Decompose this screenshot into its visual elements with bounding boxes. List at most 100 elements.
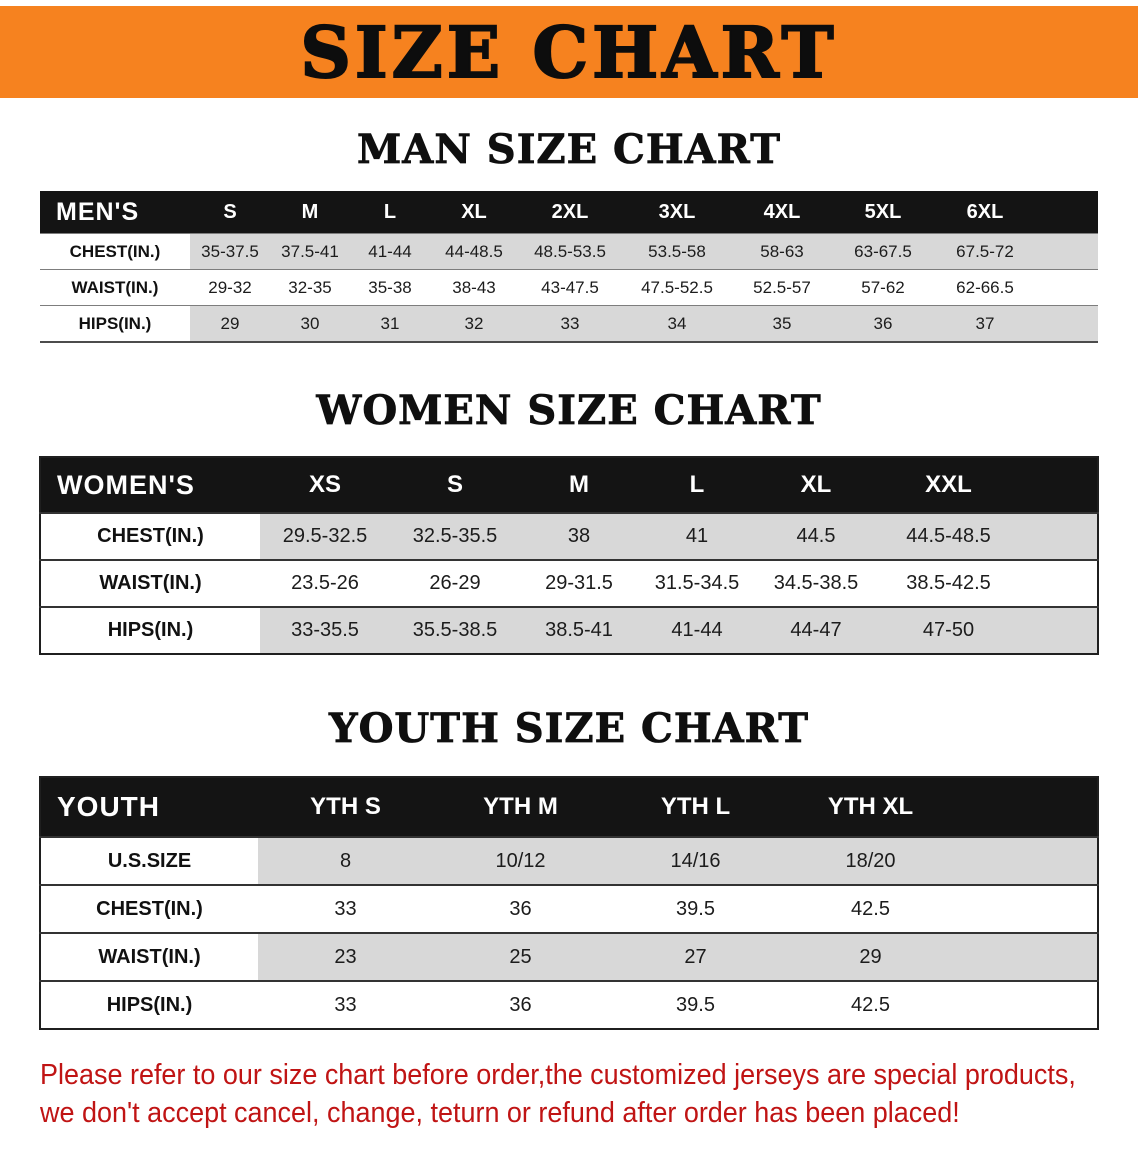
size-value: 23 <box>258 932 433 981</box>
size-value: 34.5-38.5 <box>756 559 876 607</box>
youth-table-title: YOUTH <box>40 777 258 837</box>
size-value: 63-67.5 <box>832 233 934 270</box>
size-value: 52.5-57 <box>732 269 832 306</box>
size-value: 35-37.5 <box>190 233 270 270</box>
size-value: 32.5-35.5 <box>390 512 520 560</box>
youth-chest-row: CHEST(IN.) 33 36 39.5 42.5 <box>40 884 1098 933</box>
size-value: 29-31.5 <box>520 559 638 607</box>
size-value: 37.5-41 <box>270 233 350 270</box>
size-column-header: 6XL <box>934 191 1036 234</box>
filler-cell <box>958 932 1098 981</box>
size-value: 35 <box>732 305 832 342</box>
banner: SIZE CHART <box>0 6 1138 98</box>
size-column-header: S <box>190 191 270 234</box>
size-column-header: 5XL <box>832 191 934 234</box>
size-value: 10/12 <box>433 836 608 885</box>
size-value: 43-47.5 <box>518 269 622 306</box>
men-size-table: MEN'S S M L XL 2XL 3XL 4XL 5XL 6XL CHEST… <box>40 191 1098 343</box>
size-value: 26-29 <box>390 559 520 607</box>
size-column-header: 3XL <box>622 191 732 234</box>
page-title: SIZE CHART <box>299 10 838 95</box>
size-value: 23.5-26 <box>260 559 390 607</box>
women-hips-row: HIPS(IN.) 33-35.5 35.5-38.5 38.5-41 41-4… <box>40 606 1098 654</box>
size-value: 41-44 <box>638 606 756 654</box>
size-value: 62-66.5 <box>934 269 1036 306</box>
men-waist-row: WAIST(IN.) 29-32 32-35 35-38 38-43 43-47… <box>40 269 1098 306</box>
disclaimer-line-1: Please refer to our size chart before or… <box>40 1059 1076 1091</box>
size-value: 38.5-42.5 <box>876 559 1021 607</box>
youth-heading: YOUTH SIZE CHART <box>329 705 809 753</box>
size-column-header: 4XL <box>732 191 832 234</box>
size-value: 67.5-72 <box>934 233 1036 270</box>
filler-cell <box>1021 559 1098 607</box>
women-chest-row: CHEST(IN.) 29.5-32.5 32.5-35.5 38 41 44.… <box>40 512 1098 560</box>
row-label: HIPS(IN.) <box>40 980 258 1029</box>
row-label: CHEST(IN.) <box>40 512 260 560</box>
size-value: 44.5-48.5 <box>876 512 1021 560</box>
youth-waist-row: WAIST(IN.) 23 25 27 29 <box>40 932 1098 981</box>
size-column-header: M <box>520 457 638 513</box>
filler-cell <box>1036 269 1098 306</box>
row-label: WAIST(IN.) <box>40 269 190 306</box>
size-value: 29 <box>190 305 270 342</box>
size-value: 18/20 <box>783 836 958 885</box>
size-value: 33 <box>518 305 622 342</box>
size-value: 30 <box>270 305 350 342</box>
youth-header-row: YOUTH YTH S YTH M YTH L YTH XL <box>40 777 1098 837</box>
size-column-header: XXL <box>876 457 1021 513</box>
header-filler <box>958 777 1098 837</box>
size-value: 47.5-52.5 <box>622 269 732 306</box>
women-header-row: WOMEN'S XS S M L XL XXL <box>40 457 1098 513</box>
men-chest-row: CHEST(IN.) 35-37.5 37.5-41 41-44 44-48.5… <box>40 233 1098 270</box>
women-heading: WOMEN SIZE CHART <box>316 387 822 435</box>
women-size-table: WOMEN'S XS S M L XL XXL CHEST(IN.) 29.5-… <box>39 456 1099 655</box>
disclaimer-line-2: we don't accept cancel, change, teturn o… <box>40 1097 960 1130</box>
size-column-header: XL <box>756 457 876 513</box>
men-section: MAN SIZE CHART MEN'S S M L XL 2XL 3XL 4X… <box>0 126 1138 343</box>
size-column-header: YTH XL <box>783 777 958 837</box>
filler-cell <box>958 884 1098 933</box>
filler-cell <box>1021 606 1098 654</box>
size-value: 8 <box>258 836 433 885</box>
size-column-header: 2XL <box>518 191 622 234</box>
size-column-header: YTH S <box>258 777 433 837</box>
row-label: HIPS(IN.) <box>40 606 260 654</box>
size-column-header: XL <box>430 191 518 234</box>
header-filler <box>1021 457 1098 513</box>
row-label: CHEST(IN.) <box>40 884 258 933</box>
header-filler <box>1036 191 1098 234</box>
size-value: 36 <box>433 884 608 933</box>
size-value: 41 <box>638 512 756 560</box>
filler-cell <box>958 980 1098 1029</box>
size-value: 36 <box>832 305 934 342</box>
youth-section: YOUTH SIZE CHART YOUTH YTH S YTH M YTH L… <box>0 705 1138 1030</box>
size-value: 44-48.5 <box>430 233 518 270</box>
size-value: 57-62 <box>832 269 934 306</box>
women-waist-row: WAIST(IN.) 23.5-26 26-29 29-31.5 31.5-34… <box>40 559 1098 607</box>
size-value: 41-44 <box>350 233 430 270</box>
size-column-header: YTH L <box>608 777 783 837</box>
size-value: 33 <box>258 980 433 1029</box>
filler-cell <box>1036 305 1098 342</box>
women-table-title: WOMEN'S <box>40 457 260 513</box>
size-value: 32-35 <box>270 269 350 306</box>
row-label: CHEST(IN.) <box>40 233 190 270</box>
size-value: 39.5 <box>608 980 783 1029</box>
disclaimer-note: Please refer to our size chart before or… <box>40 1056 1076 1133</box>
size-value: 35-38 <box>350 269 430 306</box>
size-value: 33 <box>258 884 433 933</box>
men-table-title: MEN'S <box>40 191 190 234</box>
size-value: 36 <box>433 980 608 1029</box>
men-heading: MAN SIZE CHART <box>357 126 781 174</box>
size-column-header: M <box>270 191 350 234</box>
size-value: 44-47 <box>756 606 876 654</box>
youth-hips-row: HIPS(IN.) 33 36 39.5 42.5 <box>40 980 1098 1029</box>
size-chart-page: SIZE CHART MAN SIZE CHART MEN'S S M L XL… <box>0 6 1138 1133</box>
women-section: WOMEN SIZE CHART WOMEN'S XS S M L XL XXL <box>0 387 1138 655</box>
size-value: 38.5-41 <box>520 606 638 654</box>
size-value: 29-32 <box>190 269 270 306</box>
size-value: 27 <box>608 932 783 981</box>
size-value: 31.5-34.5 <box>638 559 756 607</box>
filler-cell <box>958 836 1098 885</box>
size-value: 37 <box>934 305 1036 342</box>
